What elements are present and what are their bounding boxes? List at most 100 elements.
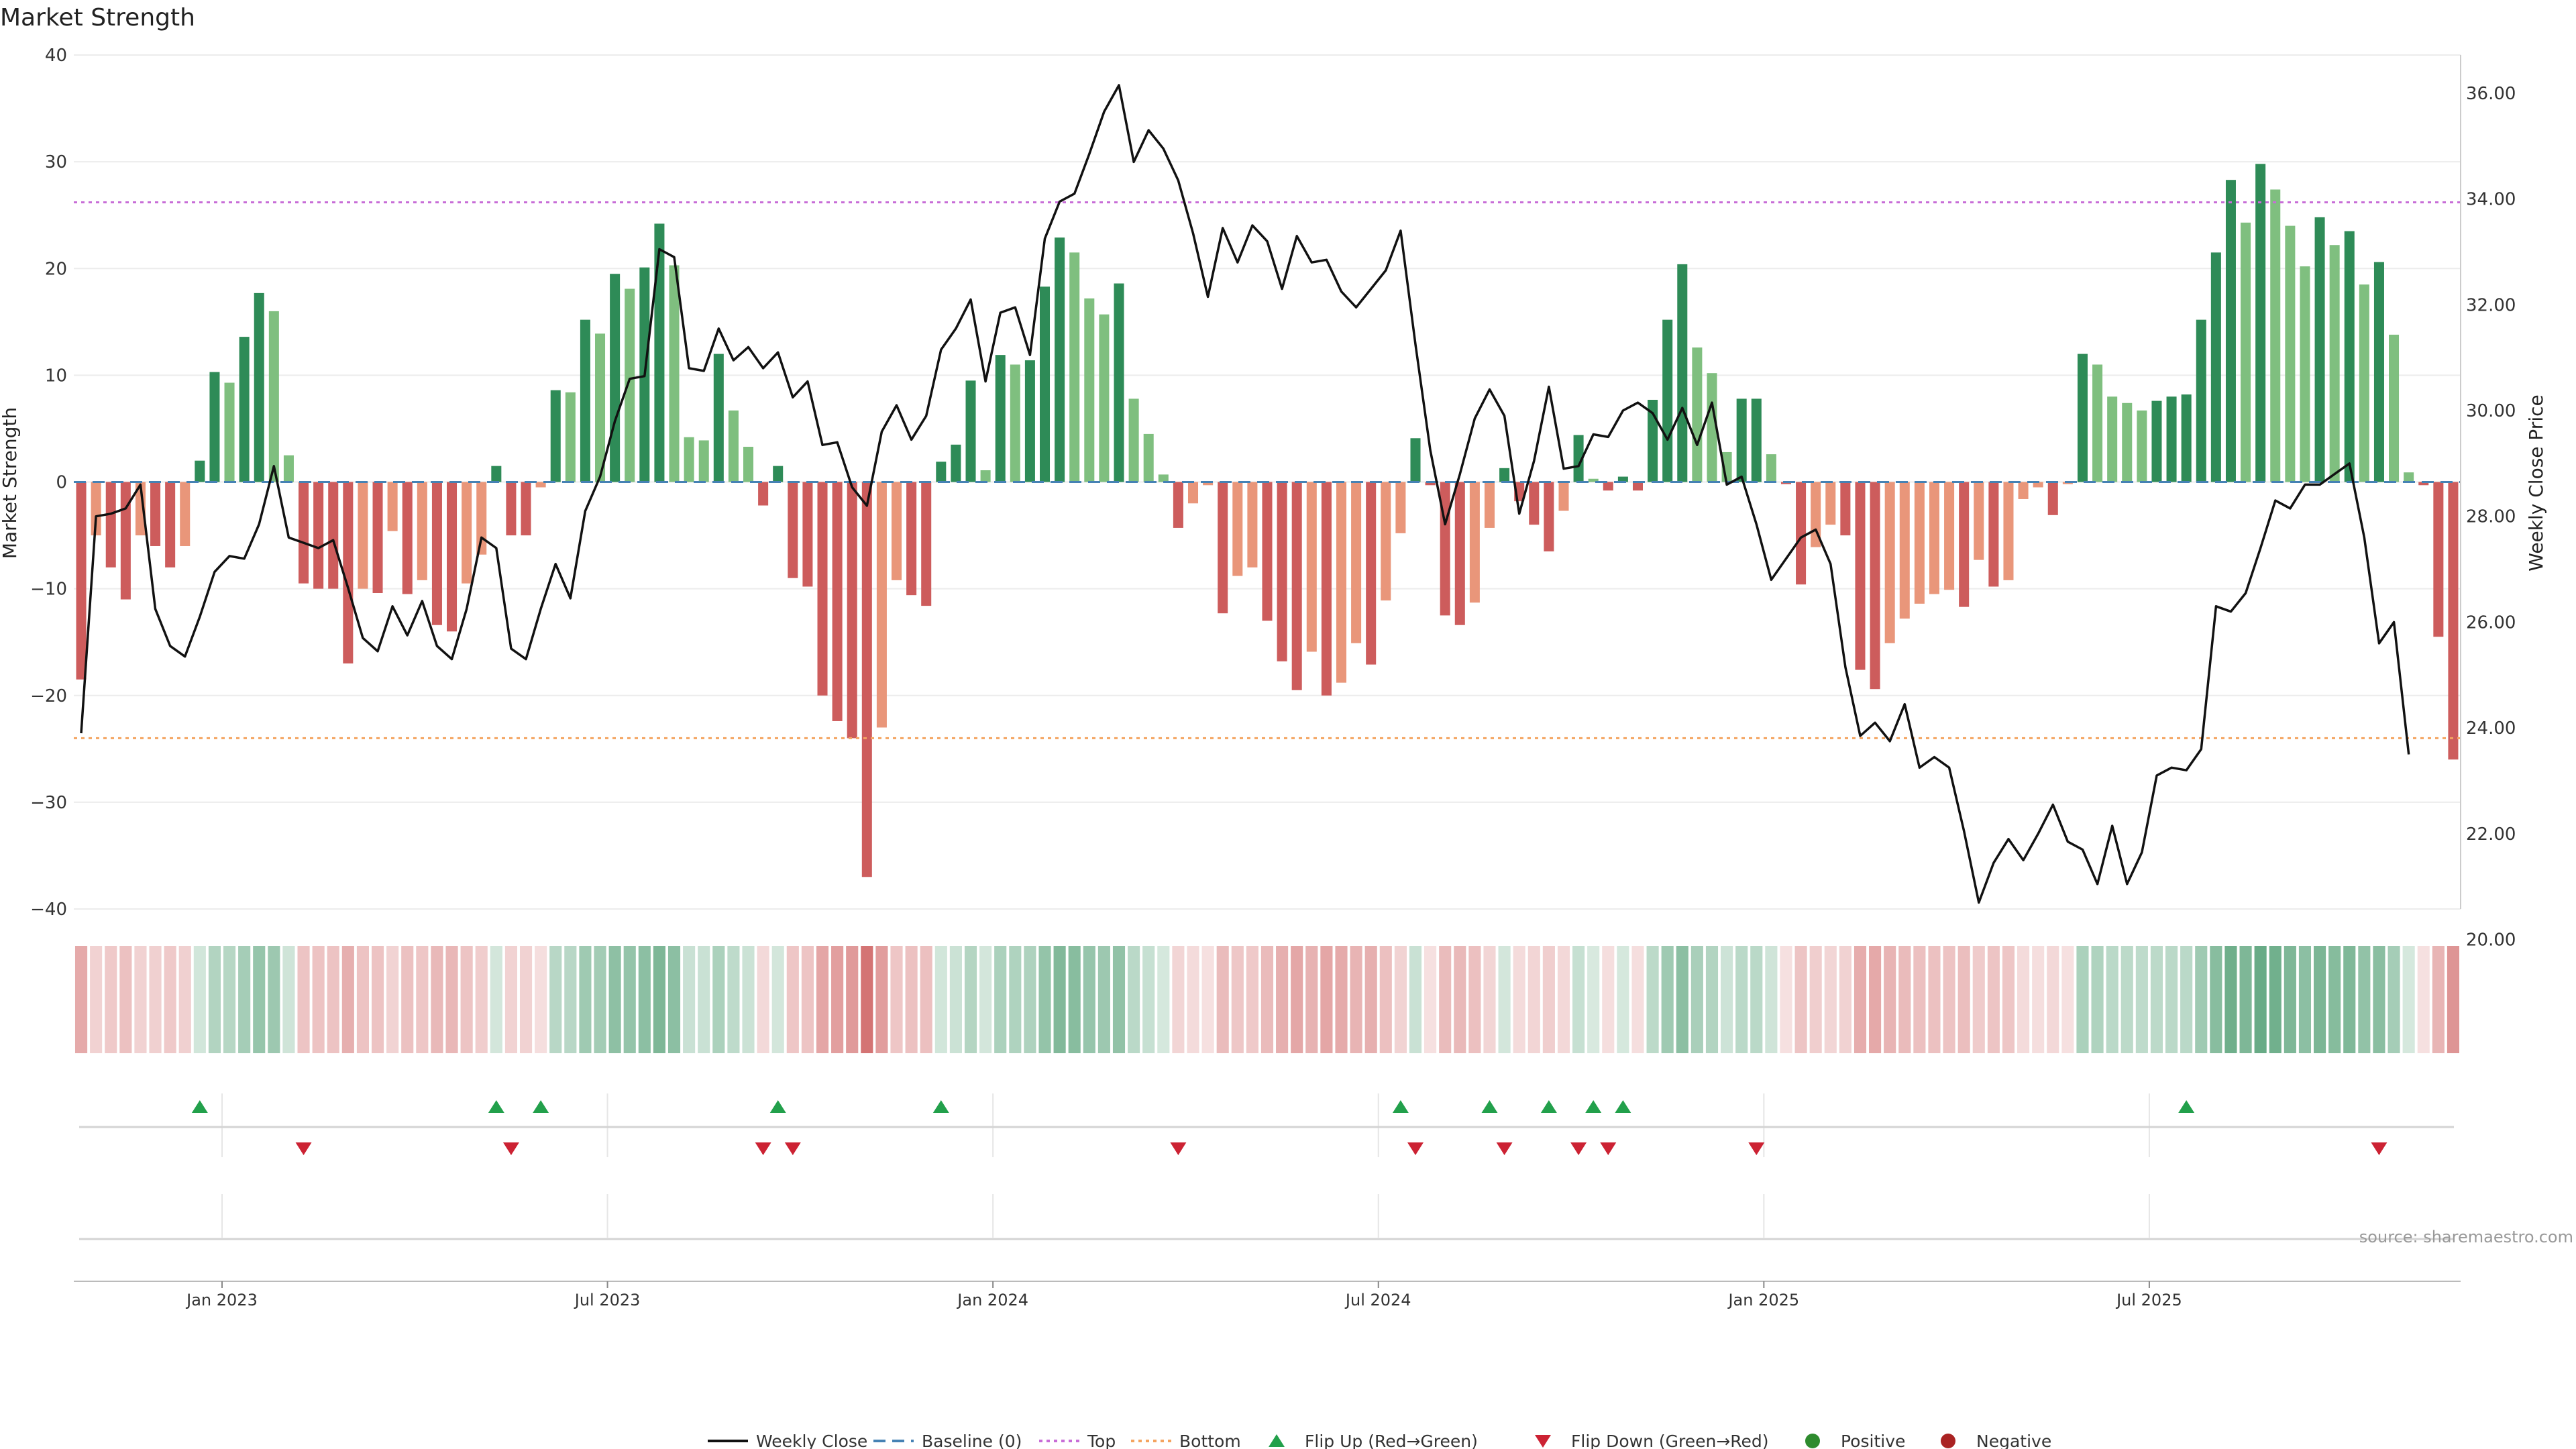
strength-bar [387, 482, 398, 531]
strength-bar [535, 482, 546, 488]
strength-heat-strip [74, 946, 2460, 1053]
strength-bar [951, 444, 961, 482]
heat-cell [386, 946, 399, 1053]
strength-bar [2166, 396, 2177, 482]
heat-cell [1112, 946, 1126, 1053]
strength-bar [906, 482, 917, 596]
heat-cell [1824, 946, 1837, 1053]
heat-cell [1409, 946, 1422, 1053]
strength-bar [936, 462, 947, 482]
strength-bar [447, 482, 458, 632]
heat-cell [401, 946, 414, 1053]
strength-bar [1366, 482, 1377, 665]
heat-cell [431, 946, 443, 1053]
heat-cell [2091, 946, 2104, 1053]
heat-cell [1498, 946, 1511, 1053]
flip-up-marker [769, 1100, 786, 1113]
heat-cell [623, 946, 636, 1053]
flip-markers-panel [79, 1093, 2454, 1240]
strength-bar [1677, 264, 1688, 482]
strength-bar [788, 482, 798, 578]
strength-bar [1469, 482, 1480, 603]
left-axis: 40 30 20 10 0 −10 −20 −30 −40 [30, 46, 67, 920]
strength-bar [2077, 354, 2088, 482]
strength-bar [2092, 364, 2103, 482]
right-tick-label: 28.00 [2466, 507, 2516, 527]
strength-bar [1648, 399, 1658, 482]
heat-cell [1246, 946, 1258, 1053]
heat-cell [2313, 946, 2326, 1053]
strength-bar [1484, 482, 1495, 528]
weekly-close-line [80, 84, 2410, 904]
strength-bar [2225, 180, 2236, 482]
right-tick-label: 20.00 [2466, 930, 2516, 951]
heat-cell [90, 946, 103, 1053]
strength-bar [610, 274, 621, 482]
heat-cell [1690, 946, 1703, 1053]
strength-bar [876, 482, 887, 728]
heat-cell [341, 946, 354, 1053]
strength-bar [372, 482, 383, 593]
heat-cell [1483, 946, 1496, 1053]
heat-cell [297, 946, 310, 1053]
heat-cell [371, 946, 384, 1053]
heat-cell [1854, 946, 1867, 1053]
heat-cell [1276, 946, 1289, 1053]
strength-bar [713, 354, 724, 482]
heat-cell [1320, 946, 1333, 1053]
chart-title: Market Strength [0, 4, 195, 32]
strength-bar [1796, 482, 1807, 585]
heat-cell [1928, 946, 1941, 1053]
strength-bar [1143, 433, 1154, 482]
heat-cell [2150, 946, 2163, 1053]
strength-bar [1662, 319, 1673, 482]
heat-cell [1765, 946, 1778, 1053]
heat-cell [1439, 946, 1452, 1053]
right-tick-label: 34.00 [2466, 190, 2516, 210]
heat-cell [535, 946, 547, 1053]
strength-bar [268, 311, 279, 482]
heat-cell [1335, 946, 1348, 1053]
heat-cell [846, 946, 859, 1053]
strength-bar [965, 380, 976, 482]
strength-bar [358, 482, 368, 589]
strength-bar [995, 355, 1006, 482]
heat-cell [2284, 946, 2296, 1053]
flip-down-marker [502, 1142, 519, 1155]
heat-cell [504, 946, 517, 1053]
strength-bar [1291, 482, 1302, 690]
flip-up-marker [1392, 1100, 1409, 1113]
heat-cell [964, 946, 977, 1053]
left-axis-label: Market Strength [0, 407, 21, 559]
strength-bar [76, 482, 87, 680]
strength-bar [773, 466, 784, 482]
strength-bar [431, 482, 442, 625]
left-tick-label: −20 [30, 686, 67, 706]
strength-bar [2047, 482, 2058, 515]
x-tick-label: Jan 2024 [956, 1291, 1028, 1309]
heat-cell [2402, 946, 2415, 1053]
heat-cell [1142, 946, 1155, 1053]
left-tick-label: 0 [56, 473, 67, 493]
heat-cell [416, 946, 429, 1053]
strength-bar [832, 482, 843, 721]
left-tick-label: 20 [45, 259, 67, 279]
flip-up-marker [191, 1100, 208, 1113]
heat-cell [801, 946, 814, 1053]
heat-cell [2298, 946, 2312, 1053]
heat-cell [282, 946, 295, 1053]
strength-bar [1855, 482, 1866, 670]
heat-cell [253, 946, 266, 1053]
heat-cell [608, 946, 621, 1053]
strength-bar [2107, 396, 2118, 482]
heat-cell [2076, 946, 2089, 1053]
flip-down-marker [1407, 1142, 1424, 1155]
heat-cell [2417, 946, 2430, 1053]
strength-bar [462, 482, 472, 584]
strength-bar [565, 392, 576, 482]
heat-cell [564, 946, 577, 1053]
heat-cell [2061, 946, 2074, 1053]
heat-cell [1187, 946, 1199, 1053]
strength-bar [1884, 482, 1895, 643]
strength-bar [105, 482, 116, 568]
